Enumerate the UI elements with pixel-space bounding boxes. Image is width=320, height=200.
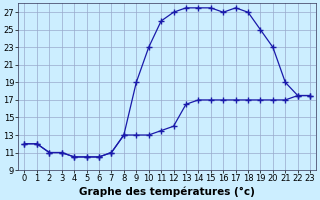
X-axis label: Graphe des températures (°c): Graphe des températures (°c) (79, 186, 255, 197)
